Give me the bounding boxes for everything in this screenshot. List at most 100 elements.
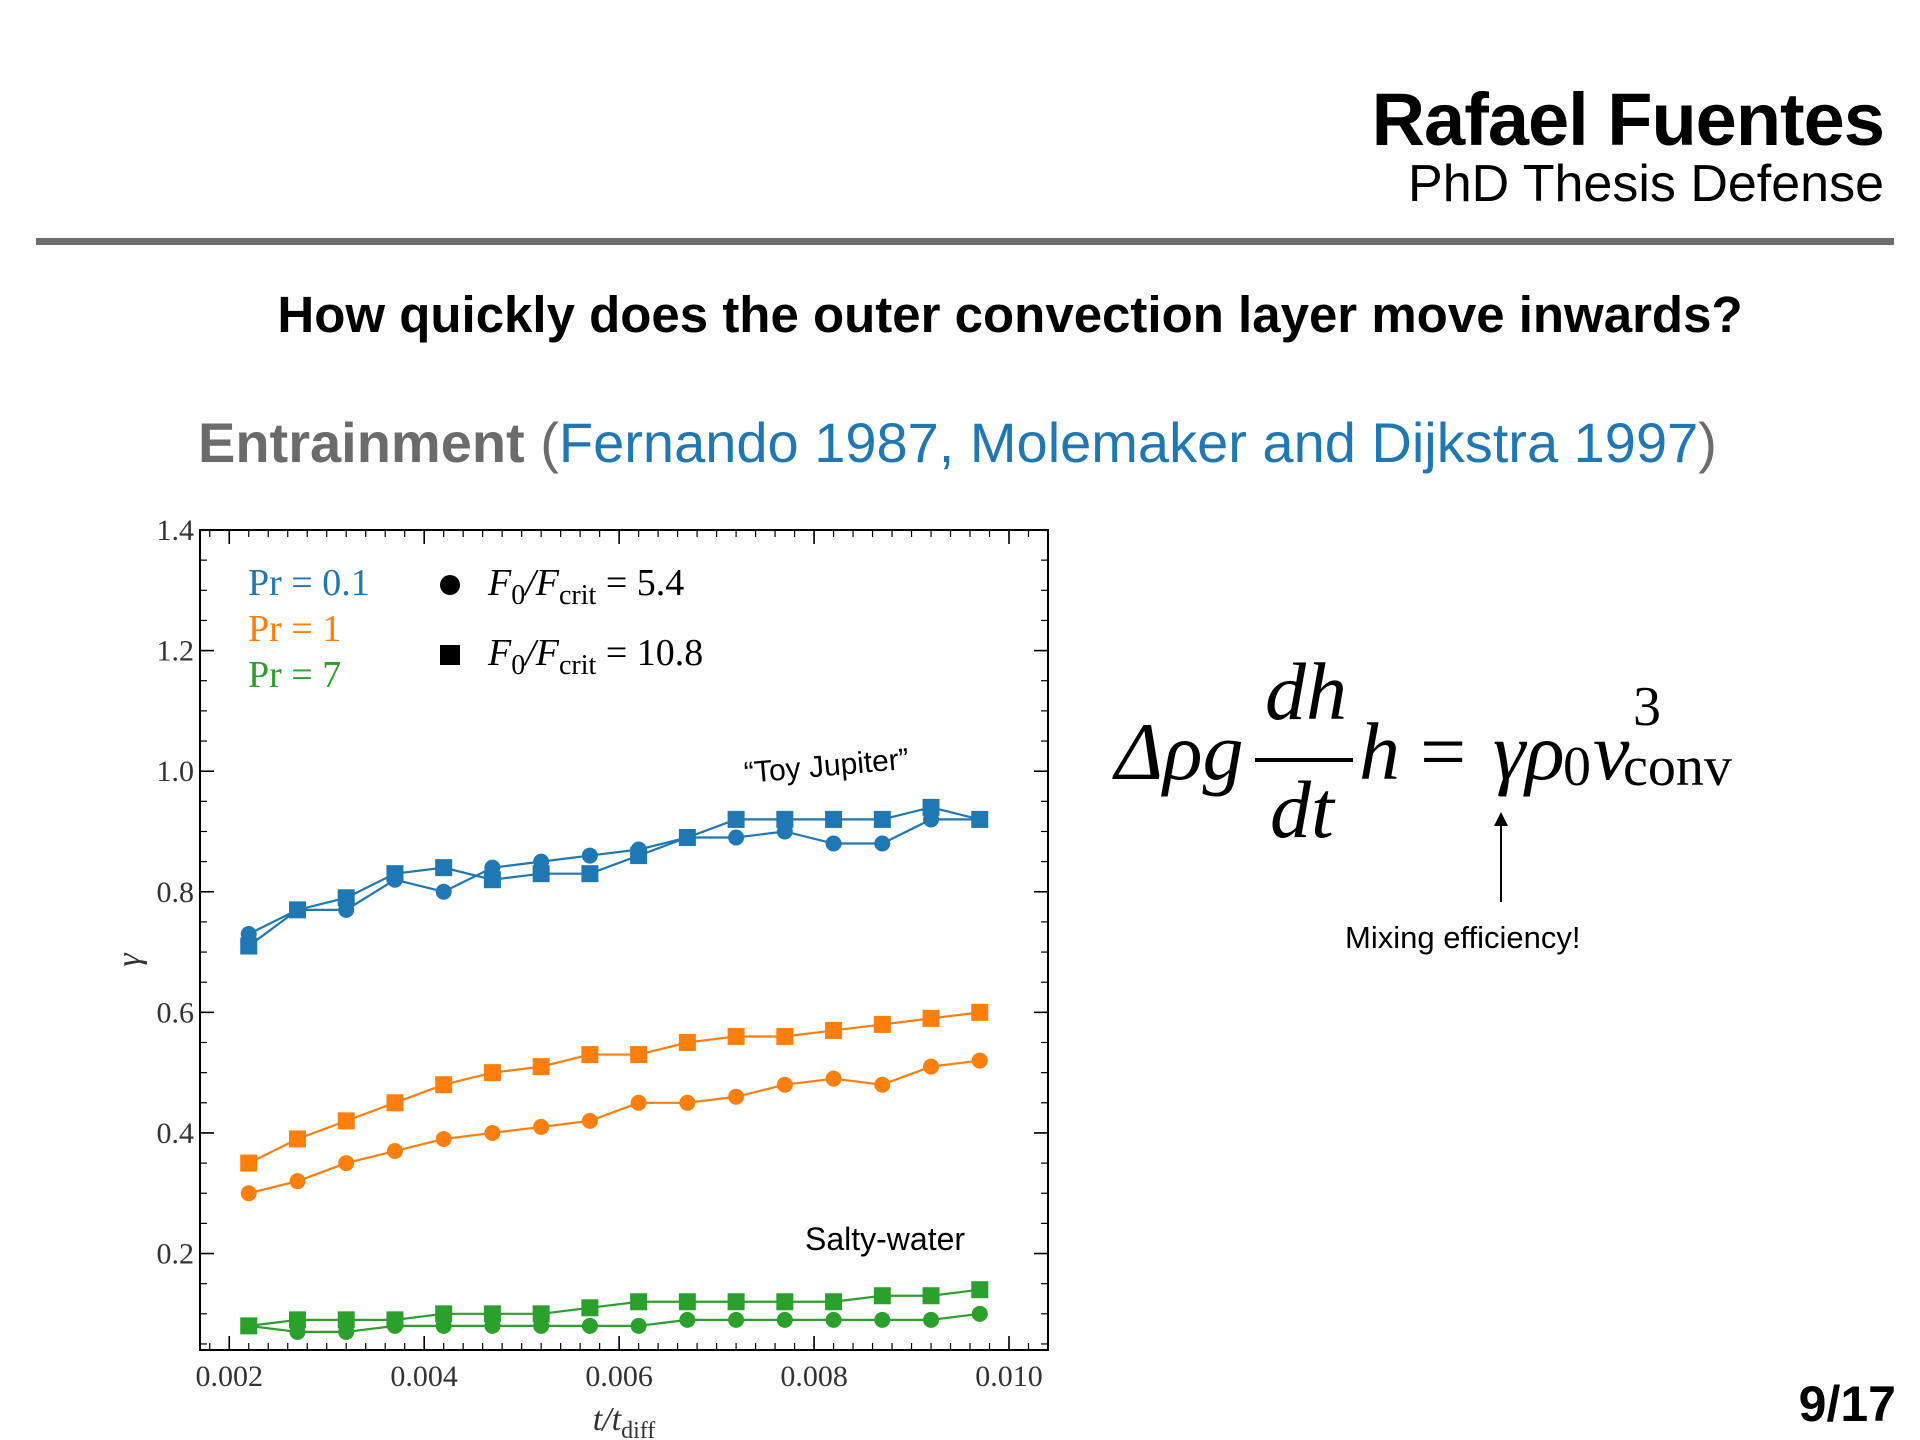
data-point-circle xyxy=(776,1076,793,1093)
page-number: 9/17 xyxy=(1798,1376,1896,1432)
data-point-circle xyxy=(630,1094,647,1111)
data-point-circle xyxy=(338,1155,355,1172)
data-point-square xyxy=(240,937,258,955)
x-tick-label: 0.004 xyxy=(390,1360,458,1393)
data-point-circle xyxy=(825,1070,842,1087)
data-point-circle xyxy=(386,1143,403,1160)
eq-frac-denominator: dt xyxy=(1270,764,1334,855)
data-point-circle xyxy=(289,1173,306,1190)
legend-marker-circle xyxy=(440,575,460,595)
y-tick-label: 0.8 xyxy=(157,876,195,909)
data-point-circle xyxy=(825,1311,842,1328)
arrow-shaft xyxy=(1500,822,1502,902)
y-tick-label: 1.2 xyxy=(157,635,195,668)
x-tick-label: 0.002 xyxy=(195,1360,263,1393)
series-line-pr7-square xyxy=(248,1288,980,1327)
x-tick-label: 0.006 xyxy=(585,1360,653,1393)
slide-subtitle: Entrainment (Fernando 1987, Molemaker an… xyxy=(198,410,1717,475)
author-block: Rafael Fuentes PhD Thesis Defense xyxy=(1371,78,1885,213)
y-tick-label: 0.6 xyxy=(157,996,195,1029)
series-line-pr1-circle xyxy=(248,1059,980,1195)
data-point-square xyxy=(337,889,355,907)
series-line-pr01-circle xyxy=(248,818,980,935)
data-point-circle xyxy=(679,1094,696,1111)
data-point-circle xyxy=(728,829,745,846)
series-line-pr01-square xyxy=(248,806,981,947)
series-line-pr1-square xyxy=(248,1011,980,1165)
eq-v: v xyxy=(1593,706,1630,797)
eq-lhs-a: Δρg xyxy=(1115,706,1244,797)
data-point-square xyxy=(873,810,891,828)
eq-lhs-b: h xyxy=(1359,706,1400,797)
data-point-circle xyxy=(240,1185,257,1202)
eq-rhs: γρ xyxy=(1493,706,1565,797)
data-point-square xyxy=(776,1293,794,1311)
data-point-circle xyxy=(728,1088,745,1105)
data-point-square xyxy=(825,810,843,828)
data-point-square xyxy=(483,1305,501,1323)
data-point-square xyxy=(825,1293,843,1311)
data-point-square xyxy=(678,1293,696,1311)
data-point-circle xyxy=(484,1124,501,1141)
data-point-square xyxy=(435,1305,453,1323)
legend-marker-square xyxy=(440,645,460,665)
mixing-efficiency-label: Mixing efficiency! xyxy=(1345,920,1581,955)
data-point-circle xyxy=(825,835,842,852)
data-point-circle xyxy=(435,1130,452,1147)
data-point-square xyxy=(483,1064,501,1082)
data-point-square xyxy=(581,1299,599,1317)
y-tick-label: 1.4 xyxy=(157,514,195,547)
data-point-circle xyxy=(971,1052,988,1069)
data-point-square xyxy=(386,1094,404,1112)
data-point-square xyxy=(240,1317,258,1335)
annotation-salty-water: Salty-water xyxy=(805,1221,965,1257)
data-point-circle xyxy=(923,1058,940,1075)
data-point-square xyxy=(532,1058,550,1076)
x-tick-label: 0.008 xyxy=(780,1360,848,1393)
event-name: PhD Thesis Defense xyxy=(1408,155,1884,213)
y-axis-label: γ xyxy=(111,952,148,967)
eq-sup-three: 3 xyxy=(1633,676,1661,738)
data-point-square xyxy=(630,1293,648,1311)
data-point-square xyxy=(483,871,501,889)
data-point-circle xyxy=(728,1311,745,1328)
data-point-square xyxy=(435,1076,453,1094)
data-point-circle xyxy=(435,883,452,900)
data-point-square xyxy=(288,901,306,919)
header-divider xyxy=(36,238,1894,245)
eq-fraction-bar xyxy=(1255,758,1353,762)
subtitle-open-paren: ( xyxy=(540,411,559,474)
subtitle-close-paren: ) xyxy=(1698,411,1717,474)
eq-sub-zero: 0 xyxy=(1563,736,1591,798)
data-point-square xyxy=(922,798,940,816)
data-point-square xyxy=(386,1311,404,1329)
legend-marker-label: F0/Fcrit = 5.4 xyxy=(487,562,684,611)
data-point-circle xyxy=(581,847,598,864)
data-point-square xyxy=(971,810,989,828)
data-point-circle xyxy=(874,1076,891,1093)
data-point-square xyxy=(532,1305,550,1323)
data-point-circle xyxy=(874,1311,891,1328)
data-point-square xyxy=(727,810,745,828)
data-point-square xyxy=(337,1311,355,1329)
data-point-square xyxy=(873,1015,891,1033)
data-point-circle xyxy=(971,1305,988,1322)
data-point-square xyxy=(776,810,794,828)
data-point-square xyxy=(727,1027,745,1045)
author-name: Rafael Fuentes xyxy=(1371,78,1885,161)
data-point-square xyxy=(873,1287,891,1305)
y-tick-label: 1.0 xyxy=(157,755,195,788)
data-point-square xyxy=(337,1112,355,1130)
data-point-circle xyxy=(923,1311,940,1328)
x-axis-label: t/tdiff xyxy=(593,1401,656,1440)
data-point-square xyxy=(971,1003,989,1021)
data-point-circle xyxy=(581,1317,598,1334)
data-point-square xyxy=(776,1027,794,1045)
plot-frame xyxy=(199,529,1049,1351)
eq-equals: = xyxy=(1420,706,1467,797)
data-point-square xyxy=(581,1046,599,1064)
data-point-square xyxy=(630,1046,648,1064)
data-point-square xyxy=(678,1034,696,1051)
data-point-square xyxy=(581,865,599,883)
data-point-square xyxy=(435,859,453,877)
